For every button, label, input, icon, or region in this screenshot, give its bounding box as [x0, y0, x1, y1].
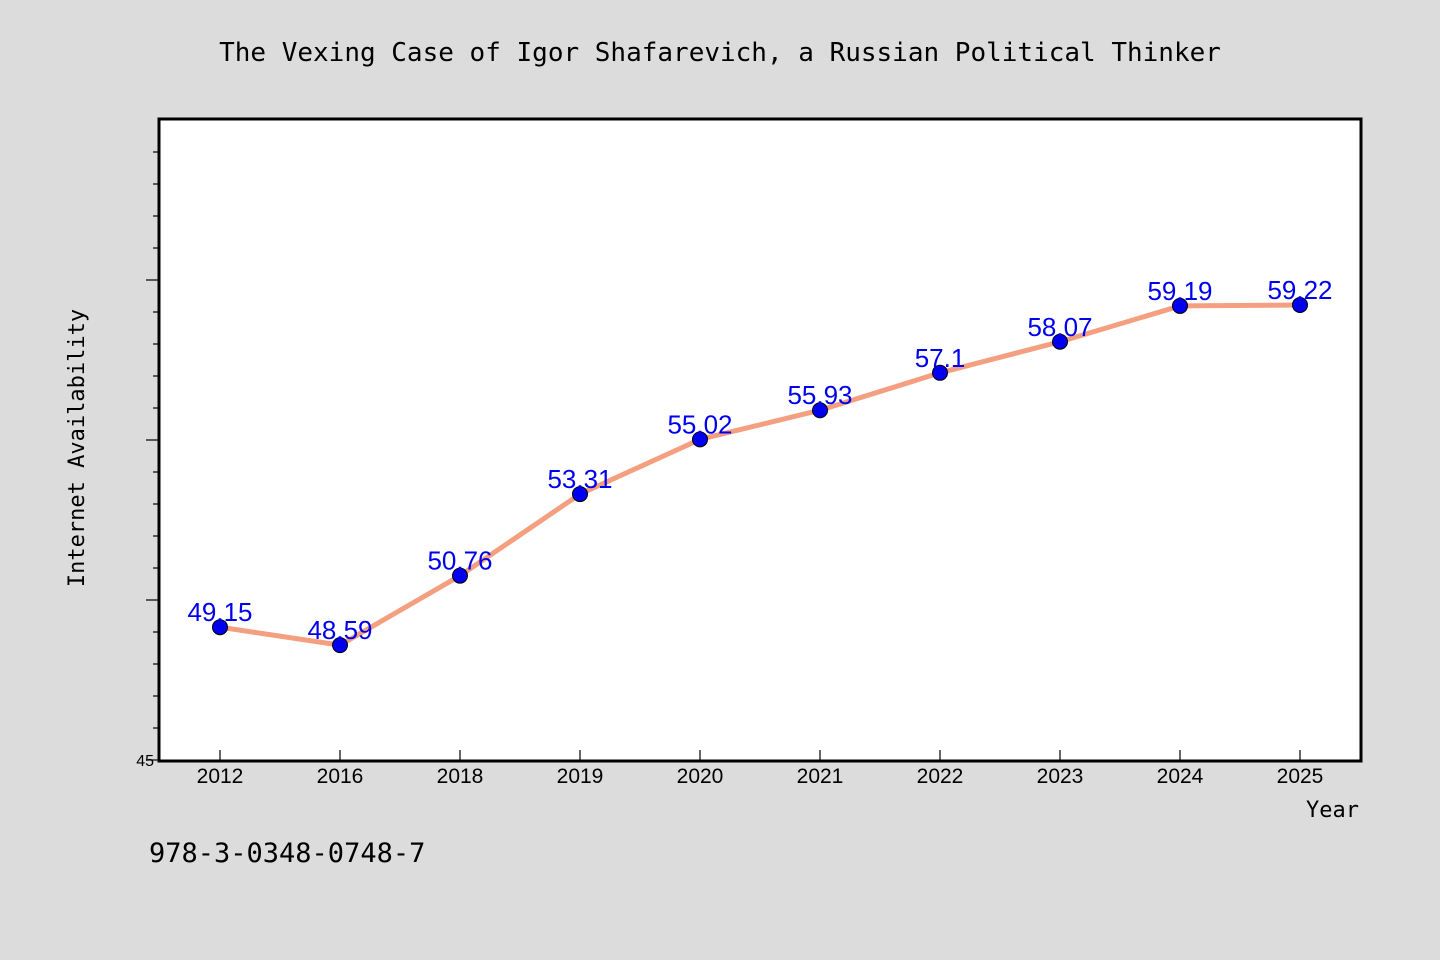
x-tick-label: 2018	[437, 765, 484, 788]
x-tick-label: 2025	[1277, 765, 1324, 788]
data-point	[452, 567, 468, 584]
x-tick-label: 2023	[1037, 765, 1084, 788]
data-label: 50.76	[427, 546, 492, 576]
isbn-text: 978-3-0348-0748-7	[149, 838, 425, 869]
y-axis-ticks: 45	[136, 151, 160, 770]
data-point	[812, 402, 828, 419]
data-labels: 49.15 48.59 50.76 53.31 55.02 55.93 57.1 58.07 5…	[187, 275, 1332, 645]
data-point	[1052, 333, 1068, 350]
data-label: 58.07	[1027, 312, 1092, 342]
data-label: 59.22	[1267, 275, 1332, 305]
data-markers	[212, 296, 1308, 654]
x-axis-ticks: 2012 2016 2018 2019 2020 2021 2022 2023 2024 2025	[197, 750, 1324, 788]
data-label: 53.31	[547, 464, 612, 494]
data-point	[212, 619, 228, 636]
data-label: 57.1	[915, 343, 966, 373]
data-point	[332, 637, 348, 654]
data-label: 49.15	[187, 597, 252, 627]
data-point	[1172, 297, 1188, 314]
x-tick-label: 2024	[1157, 765, 1204, 788]
data-label: 55.93	[787, 380, 852, 410]
data-point	[572, 486, 588, 503]
x-tick-label: 2020	[677, 765, 724, 788]
x-tick-label: 2022	[917, 765, 964, 788]
data-point	[1292, 296, 1308, 313]
y-tick-label: 45	[136, 753, 154, 770]
chart-title: The Vexing Case of Igor Shafarevich, a R…	[219, 38, 1221, 68]
x-tick-label: 2012	[197, 765, 244, 788]
data-label: 55.02	[667, 409, 732, 439]
x-tick-label: 2019	[557, 765, 604, 788]
y-axis-label: Internet Availability	[65, 309, 90, 587]
series-line	[219, 302, 1301, 648]
data-point	[932, 364, 948, 381]
x-axis-label: Year	[1306, 798, 1359, 823]
x-tick-label: 2016	[317, 765, 364, 788]
data-label: 48.59	[307, 615, 372, 645]
plot-area	[157, 117, 1363, 763]
x-tick-label: 2021	[797, 765, 844, 788]
data-point	[692, 431, 708, 448]
data-label: 59.19	[1147, 276, 1212, 306]
